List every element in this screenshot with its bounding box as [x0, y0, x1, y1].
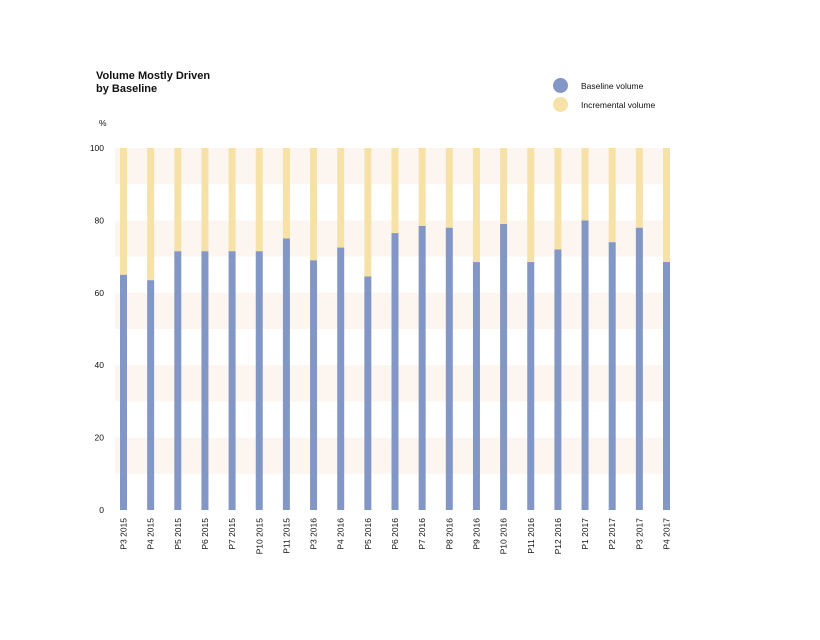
x-tick-label: P5 2016	[363, 518, 373, 550]
x-tick-label: P4 2017	[662, 518, 672, 550]
legend-label-baseline: Baseline volume	[581, 80, 644, 91]
x-tick-label: P11 2016	[526, 518, 536, 554]
bar-incremental	[228, 148, 236, 252]
legend-swatch-incremental	[553, 97, 568, 112]
bar-incremental	[201, 148, 209, 252]
y-tick-label: 100	[90, 143, 104, 153]
bar-incremental	[472, 148, 480, 263]
bar-baseline	[147, 280, 155, 510]
bar-baseline	[554, 249, 562, 511]
x-tick-label: P9 2016	[471, 518, 481, 550]
bar-baseline	[120, 274, 127, 510]
x-tick-label: P6 2015	[200, 518, 210, 550]
chart-subtitle: by Baseline	[96, 83, 158, 95]
bar-incremental	[337, 148, 345, 248]
x-tick-label: P1 2017	[580, 518, 590, 550]
bar-baseline	[391, 233, 399, 510]
x-tick-label: P11 2015	[281, 518, 291, 554]
bar-baseline	[255, 251, 263, 511]
bar-incremental	[147, 148, 155, 281]
bar-baseline	[174, 251, 182, 511]
bar-incremental	[445, 148, 453, 228]
x-tick-label: P4 2016	[336, 518, 346, 550]
x-tick-label: P4 2015	[146, 518, 156, 550]
y-tick-label: 60	[95, 288, 105, 298]
bar-baseline	[201, 251, 209, 511]
bar-incremental	[364, 148, 372, 277]
bar-baseline	[445, 227, 453, 510]
legend-item-baseline: Baseline volume	[553, 76, 655, 95]
bar-baseline	[472, 262, 480, 510]
bar-baseline	[635, 227, 643, 510]
y-tick-label: 0	[99, 505, 104, 515]
bar-incremental	[391, 148, 399, 234]
bar-incremental	[554, 148, 562, 250]
bar-baseline	[500, 224, 508, 510]
x-tick-label: P5 2015	[173, 518, 183, 550]
legend-swatch-baseline	[553, 78, 568, 93]
x-tick-label: P7 2016	[417, 518, 427, 550]
x-tick-label: P10 2016	[499, 518, 509, 555]
x-tick-label: P7 2015	[227, 518, 237, 550]
bar-baseline	[310, 260, 318, 510]
legend-item-incremental: Incremental volume	[553, 95, 655, 114]
x-tick-label: P3 2017	[634, 518, 644, 550]
bar-incremental	[608, 148, 616, 243]
bar-baseline	[228, 251, 236, 511]
bar-incremental	[418, 148, 426, 226]
bar-baseline	[663, 262, 670, 510]
bar-incremental	[255, 148, 263, 252]
x-tick-label: P10 2015	[254, 518, 264, 555]
bar-incremental	[500, 148, 508, 225]
x-tick-label: P2 2017	[607, 518, 617, 550]
x-tick-label: P6 2016	[390, 518, 400, 550]
y-tick-label: 20	[95, 433, 105, 443]
bar-incremental	[527, 148, 535, 263]
bar-incremental	[174, 148, 182, 252]
bar-baseline	[418, 225, 426, 510]
y-tick-label: 80	[95, 215, 105, 225]
bar-incremental	[581, 148, 589, 221]
bar-baseline	[581, 220, 589, 510]
bar-baseline	[364, 276, 372, 510]
bar-baseline	[608, 242, 616, 510]
chart-title-block: Volume Mostly Driven by Baseline	[96, 70, 210, 96]
chart-title: Volume Mostly Driven	[96, 70, 211, 82]
x-tick-label: P8 2016	[444, 518, 454, 550]
x-tick-label: P12 2016	[553, 518, 563, 555]
bar-baseline	[282, 238, 290, 510]
bar-incremental	[310, 148, 318, 261]
y-axis-unit-label: %	[99, 118, 107, 128]
bar-baseline	[527, 262, 535, 510]
bar-incremental	[663, 148, 670, 263]
bar-baseline	[337, 247, 345, 511]
bar-incremental	[635, 148, 643, 228]
legend-label-incremental: Incremental volume	[581, 99, 656, 110]
bar-incremental	[282, 148, 290, 239]
x-tick-label: P3 2016	[309, 518, 319, 550]
legend: Baseline volume Incremental volume	[553, 76, 655, 114]
x-tick-label: P3 2015	[119, 518, 129, 550]
bar-incremental	[120, 148, 127, 275]
y-tick-label: 40	[95, 360, 105, 370]
